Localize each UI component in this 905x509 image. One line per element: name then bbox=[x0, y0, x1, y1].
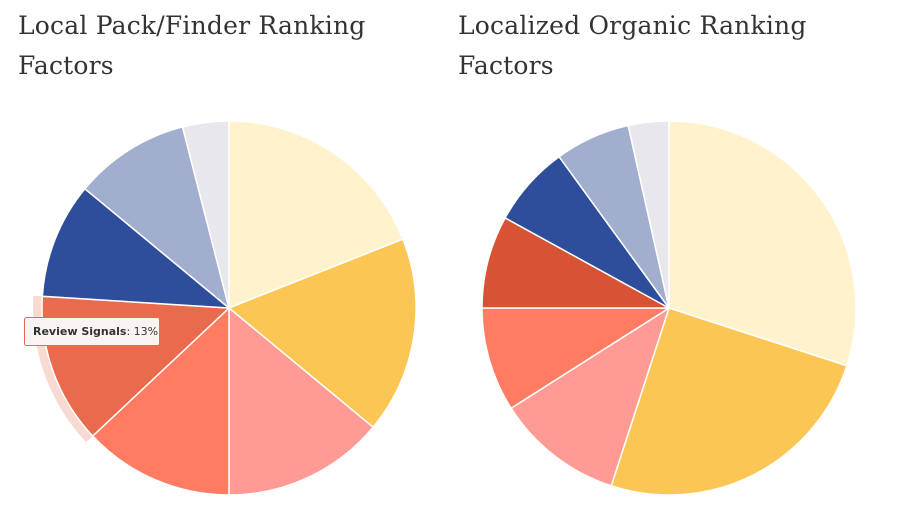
pie-chart-2 bbox=[481, 120, 857, 496]
tooltip: Review Signals: 13% bbox=[24, 317, 160, 346]
pie-slice[interactable] bbox=[227, 238, 417, 429]
tooltip-separator: : bbox=[126, 325, 133, 338]
tooltip-box bbox=[24, 317, 160, 346]
pie-slice[interactable] bbox=[181, 120, 230, 309]
tooltip-label: Review Signals bbox=[33, 325, 127, 338]
pie-slice[interactable] bbox=[91, 306, 230, 496]
chart-title-localized-organic: Localized Organic Ranking Factors bbox=[458, 11, 807, 80]
pie-slice[interactable] bbox=[83, 125, 231, 311]
pie-slice[interactable] bbox=[481, 216, 670, 309]
pie-slice[interactable] bbox=[41, 187, 232, 309]
pie-slice[interactable] bbox=[627, 120, 670, 309]
tooltip-text: Review Signals: 13% bbox=[33, 325, 158, 338]
pie-slice[interactable] bbox=[228, 120, 404, 310]
pie-slice[interactable] bbox=[610, 307, 848, 496]
pie-slice[interactable] bbox=[481, 307, 672, 410]
pie-chart-1 bbox=[33, 120, 417, 496]
tooltip-value: 13% bbox=[134, 325, 158, 338]
chart-title-local-pack: Local Pack/Finder Ranking Factors bbox=[18, 11, 366, 80]
pie-slice[interactable] bbox=[668, 120, 857, 367]
pie-slice[interactable] bbox=[228, 306, 375, 496]
pie-slice[interactable] bbox=[510, 306, 671, 487]
slice-hover-halo bbox=[33, 295, 93, 443]
